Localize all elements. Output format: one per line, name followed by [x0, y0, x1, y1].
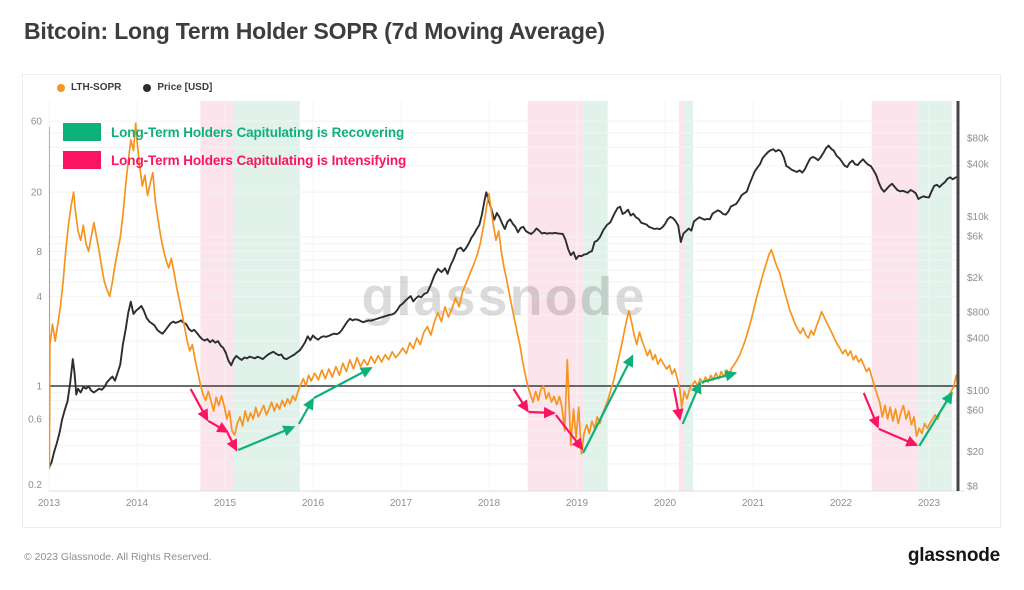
glassnode-logo: glassnode [907, 545, 1000, 566]
series-lines [49, 122, 958, 470]
axis-labels: 60 20 8 4 1 0.6 0.2 $80k $40k $10k $6k $2k $800 $400 $… [28, 117, 990, 509]
svg-text:0.6: 0.6 [28, 415, 42, 426]
lth-sopr-dot-icon [57, 83, 65, 92]
svg-text:$6k: $6k [967, 231, 984, 242]
svg-text:$80k: $80k [967, 134, 990, 145]
svg-text:4: 4 [36, 292, 42, 303]
svg-text:$60: $60 [967, 405, 984, 416]
svg-text:1: 1 [36, 382, 42, 393]
copyright-text: © 2023 Glassnode. All Rights Reserved. [24, 551, 212, 563]
lth-sopr-line [49, 122, 958, 470]
recovering-arrow [918, 391, 953, 447]
svg-text:8: 8 [36, 247, 42, 258]
intensifying-arrow [512, 388, 529, 413]
svg-text:2015: 2015 [214, 498, 237, 509]
svg-text:$40k: $40k [967, 160, 990, 171]
legend-item-lth-sopr: LTH-SOPR [57, 82, 121, 93]
svg-text:$20: $20 [967, 447, 984, 458]
svg-text:$2k: $2k [967, 273, 984, 284]
intensifying-arrow [207, 419, 230, 433]
trend-arrows [189, 354, 953, 454]
recovering-arrow [313, 367, 373, 399]
intensifying-arrow [226, 432, 238, 452]
svg-text:2014: 2014 [126, 498, 149, 509]
svg-text:2022: 2022 [830, 498, 853, 509]
legend-label-price: Price [USD] [157, 82, 213, 93]
chart-legend: LTH-SOPR Price [USD] [57, 82, 212, 93]
legend-item-price: Price [USD] [143, 82, 212, 93]
svg-text:$8: $8 [967, 482, 979, 493]
svg-text:2020: 2020 [654, 498, 677, 509]
gridlines [48, 101, 958, 491]
svg-text:2019: 2019 [566, 498, 589, 509]
intensifying-arrow [528, 406, 556, 419]
svg-text:$800: $800 [967, 308, 990, 319]
svg-text:2016: 2016 [302, 498, 325, 509]
intensifying-arrow [672, 387, 684, 421]
svg-text:20: 20 [31, 188, 43, 199]
watermark: glassnode [361, 267, 646, 327]
intensifying-swatch-icon [63, 151, 101, 169]
annotation-key: Long-Term Holders Capitulating is Recove… [63, 123, 406, 179]
svg-text:$400: $400 [967, 334, 990, 345]
recovering-arrow [297, 397, 314, 425]
recovering-label: Long-Term Holders Capitulating is Recove… [111, 124, 405, 140]
chart-card: LTH-SOPR Price [USD] glassnode 60 20 8 4 1 0.6… [22, 74, 1001, 528]
svg-text:2017: 2017 [390, 498, 413, 509]
svg-text:$10k: $10k [967, 212, 990, 223]
svg-text:2018: 2018 [478, 498, 501, 509]
svg-text:2013: 2013 [38, 498, 61, 509]
recovering-arrow [701, 370, 738, 384]
legend-label-lth-sopr: LTH-SOPR [71, 82, 122, 93]
intensifying-arrow [189, 388, 209, 422]
recovering-arrow [237, 425, 296, 452]
recovering-arrow [681, 381, 702, 425]
annotation-intensifying: Long-Term Holders Capitulating is Intens… [63, 151, 406, 169]
recovering-arrow [582, 354, 634, 454]
price-line [49, 144, 958, 469]
svg-text:2023: 2023 [918, 498, 941, 509]
intensifying-arrow [555, 414, 584, 451]
chart-plot: glassnode 60 20 8 4 1 0.6 0.2 $80k $40k $10k $6k $2k… [28, 101, 990, 509]
intensifying-arrow [862, 392, 880, 429]
svg-text:60: 60 [31, 117, 43, 128]
price-dot-icon [143, 83, 152, 92]
annotation-recovering: Long-Term Holders Capitulating is Recove… [63, 123, 406, 141]
svg-text:$100: $100 [967, 386, 990, 397]
svg-text:0.2: 0.2 [28, 480, 42, 491]
recovering-swatch-icon [63, 123, 101, 141]
page-title: Bitcoin: Long Term Holder SOPR (7d Movin… [24, 18, 605, 44]
intensifying-label: Long-Term Holders Capitulating is Intens… [111, 152, 407, 168]
intensifying-arrow [878, 427, 919, 447]
svg-text:glassnode: glassnode [361, 267, 646, 327]
svg-text:2021: 2021 [742, 498, 765, 509]
